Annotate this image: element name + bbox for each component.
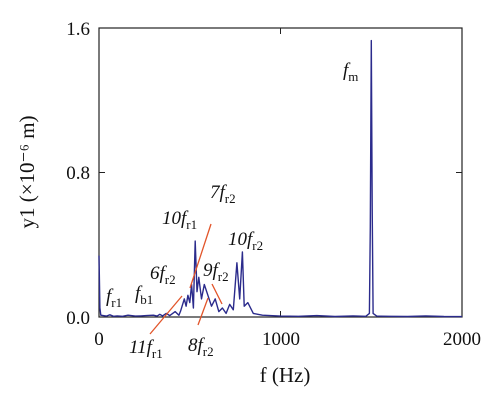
x-tick-label: 1000 (262, 329, 300, 350)
annotation-7fr2: 7fr2 (210, 182, 236, 206)
x-tick-label: 0 (94, 329, 104, 350)
series-line (98, 39, 463, 318)
annotation-8fr2: 8fr2 (188, 335, 214, 359)
annotation-11fr1: 11fr1 (129, 337, 163, 361)
y-tick-label: 0.8 (66, 163, 90, 184)
annotation-9fr2: 9fr2 (203, 260, 229, 284)
annotation-leader-9fr2 (211, 283, 223, 305)
x-tick-label: 2000 (443, 329, 481, 350)
x-axis-title: f (Hz) (260, 363, 311, 387)
annotation-fb1: fb1 (135, 283, 153, 307)
annotation-10fr1: 10fr1 (162, 208, 197, 232)
annotation-fr1: fr1 (106, 286, 122, 310)
y-tick-label: 0.0 (66, 308, 90, 329)
y-axis-title: y1 (×10⁻⁶ m) (15, 115, 39, 228)
annotation-leader-11fr1 (149, 295, 183, 335)
y-tick-label: 1.6 (66, 19, 90, 40)
annotation-10fr2: 10fr2 (228, 229, 263, 253)
annotation-leader-8fr2 (197, 297, 209, 326)
annotation-fm: fm (343, 60, 358, 84)
annotation-leader-7fr2 (189, 223, 212, 289)
annotation-6fr2: 6fr2 (150, 263, 176, 287)
